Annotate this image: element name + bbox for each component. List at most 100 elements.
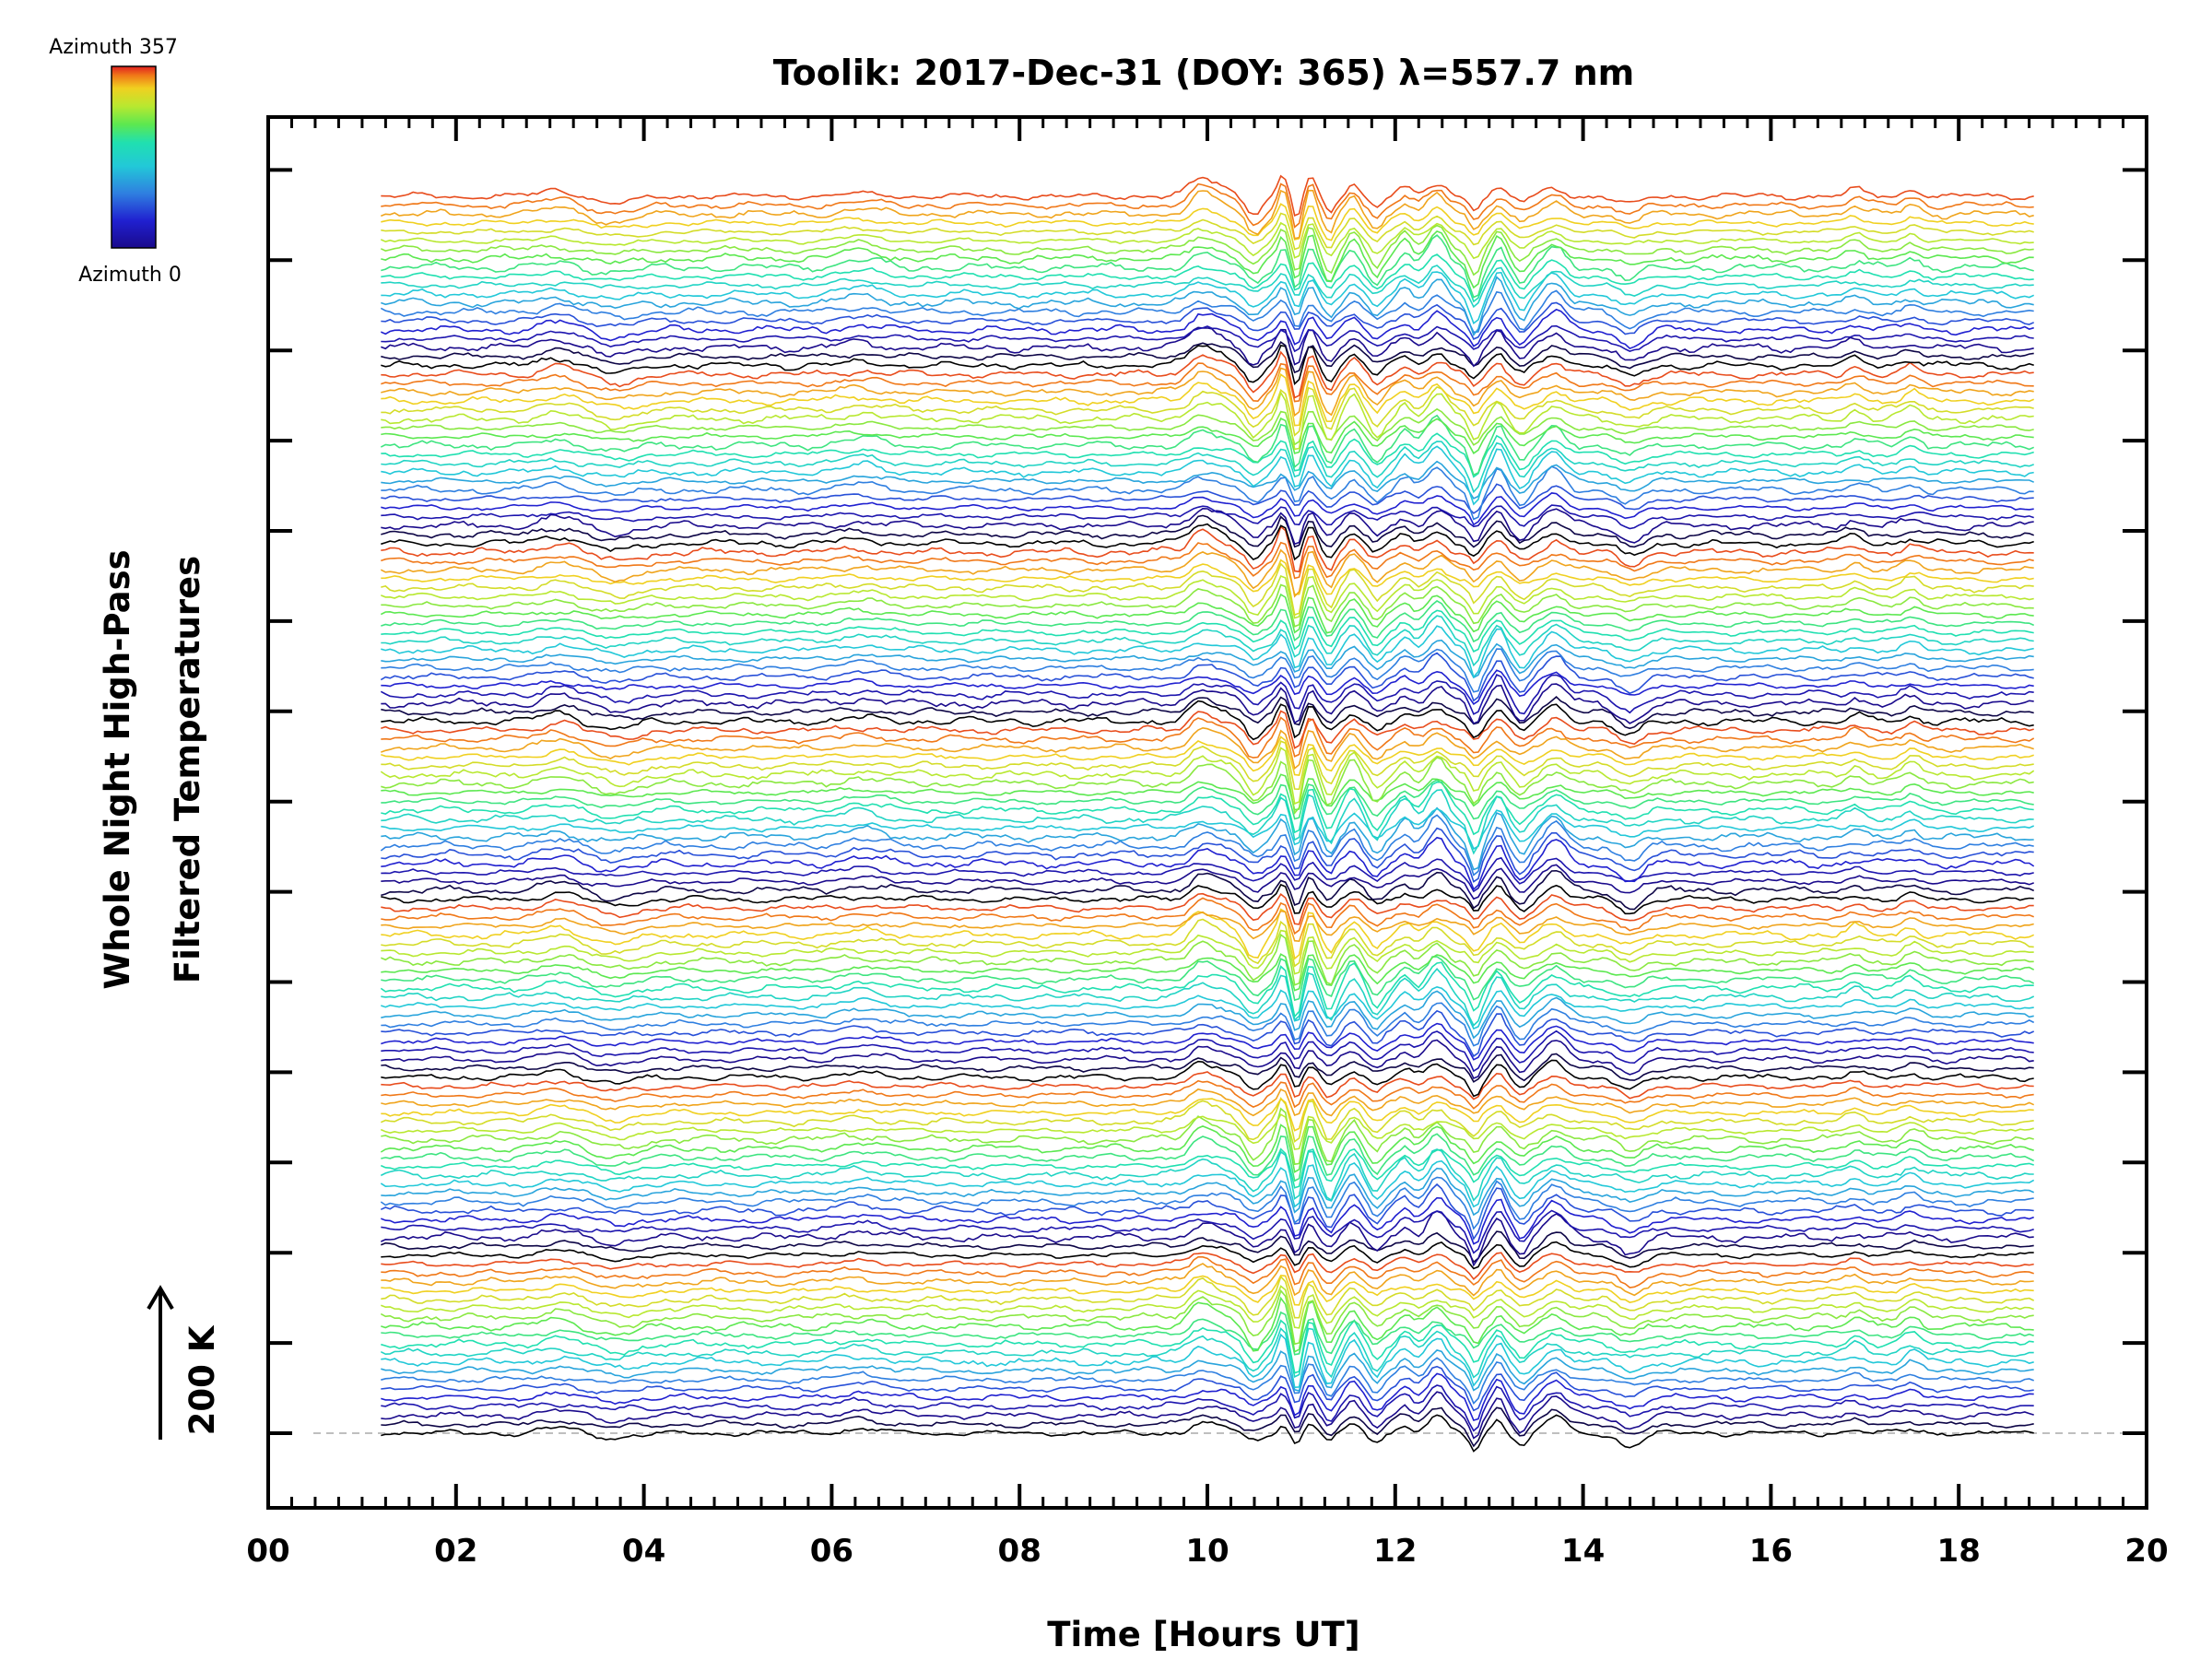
- scale-bar: 200 K: [147, 1285, 222, 1440]
- trace-line: [381, 929, 2034, 975]
- trace-line: [380, 1147, 2034, 1189]
- trace-line: [380, 1159, 2035, 1208]
- trace-line: [381, 203, 2034, 241]
- trace-line: [381, 1002, 2035, 1047]
- x-tick-label: 02: [434, 1533, 477, 1570]
- y-axis-label-line1: Whole Night High-Pass: [98, 549, 137, 989]
- trace-line: [381, 1107, 2034, 1166]
- trace-line: [381, 562, 2034, 617]
- trace-line: [381, 639, 2034, 679]
- x-tick-label: 14: [1561, 1533, 1605, 1570]
- trace-line: [381, 341, 2034, 374]
- trace-line: [381, 967, 2035, 1027]
- trace-line: [381, 1241, 2034, 1270]
- trace-line: [381, 1252, 2034, 1280]
- trace-line: [380, 1327, 2034, 1379]
- trace-line: [380, 652, 2034, 702]
- x-tick-label: 06: [810, 1533, 853, 1570]
- trace-line: [380, 289, 2034, 334]
- trace-line: [381, 1030, 2034, 1073]
- trace-line: [381, 265, 2034, 309]
- trace-line: [381, 1059, 2034, 1098]
- trace-line: [381, 1263, 2034, 1297]
- trace-line: [381, 609, 2034, 653]
- trace-line: [381, 367, 2034, 418]
- trace-line: [381, 908, 2035, 960]
- trace-line: [381, 1311, 2034, 1356]
- trace-line: [380, 1210, 2034, 1267]
- trace-line: [381, 1088, 2035, 1117]
- trace-line: [380, 414, 2035, 477]
- trace-line: [381, 789, 2034, 855]
- colorbar-top-label: Azimuth 357: [49, 36, 178, 59]
- trace-line: [381, 445, 2034, 506]
- x-tick-label: 10: [1185, 1533, 1229, 1570]
- trace-line: [381, 827, 2034, 883]
- trace-line: [381, 779, 2034, 820]
- trace-line: [381, 1319, 2034, 1374]
- trace-line: [381, 1098, 2034, 1132]
- trace-line: [381, 390, 2034, 451]
- x-tick-label: 04: [622, 1533, 665, 1570]
- trace-line: [381, 229, 2034, 289]
- trace-line: [381, 174, 2034, 218]
- trace-line: [381, 710, 2034, 749]
- trace-line: [381, 1071, 2034, 1100]
- trace-line: [381, 1256, 2034, 1288]
- trace-line: [381, 953, 2035, 992]
- y-axis-label-line2: Filtered Temperatures: [168, 556, 207, 983]
- trace-line: [381, 182, 2034, 229]
- y-axis-ticks: [268, 168, 2147, 1435]
- trace-line: [381, 1039, 2034, 1080]
- trace-line: [381, 276, 2034, 336]
- trace-line: [381, 326, 2034, 368]
- trace-line: [380, 1182, 2034, 1241]
- trace-line: [381, 492, 2034, 526]
- trace-line: [381, 696, 2034, 730]
- trace-line: [380, 747, 2035, 806]
- trace-group: [380, 174, 2035, 1453]
- trace-line: [381, 883, 2034, 915]
- trace-line: [381, 372, 2035, 427]
- trace-line: [380, 593, 2034, 634]
- trace-line: [381, 559, 2034, 595]
- trace-line: [381, 234, 2034, 299]
- trace-line: [381, 985, 2034, 1030]
- trace-line: [381, 1167, 2035, 1217]
- trace-line: [381, 806, 2034, 871]
- trace-line: [381, 507, 2034, 546]
- trace-line: [381, 856, 2034, 893]
- trace-line: [381, 574, 2034, 619]
- trace-line: [381, 1285, 2034, 1329]
- trace-line: [381, 350, 2034, 399]
- trace-line: [381, 683, 2034, 725]
- trace-line: [381, 1414, 2034, 1453]
- trace-line: [381, 910, 2034, 943]
- x-tick-label: 20: [2124, 1533, 2168, 1570]
- scale-bar-arrow-head: [147, 1285, 174, 1311]
- trace-line: [381, 1022, 2034, 1061]
- trace-line: [381, 1209, 2034, 1254]
- trace-line: [381, 1333, 2034, 1389]
- trace-line: [381, 362, 2034, 403]
- trace-line: [381, 514, 2034, 548]
- trace-line: [381, 385, 2034, 437]
- colorbar: Azimuth 357 Azimuth 0: [49, 36, 182, 287]
- trace-line: [381, 807, 2035, 851]
- trace-line: [381, 869, 2035, 911]
- trace-line: [380, 1148, 2034, 1202]
- trace-line: [381, 1196, 2034, 1245]
- trace-line: [381, 615, 2034, 667]
- trace-line: [381, 892, 2034, 925]
- trace-line: [380, 814, 2034, 877]
- trace-line: [380, 1176, 2034, 1230]
- trace-line: [381, 836, 2035, 891]
- trace-line: [380, 548, 2034, 598]
- trace-line: [381, 1079, 2034, 1110]
- trace-line: [381, 1384, 2034, 1432]
- trace-line: [381, 1349, 2034, 1393]
- trace-line: [381, 864, 2034, 900]
- x-tick-label: 08: [998, 1533, 1041, 1570]
- trace-line: [381, 1230, 2034, 1264]
- trace-line: [381, 600, 2035, 643]
